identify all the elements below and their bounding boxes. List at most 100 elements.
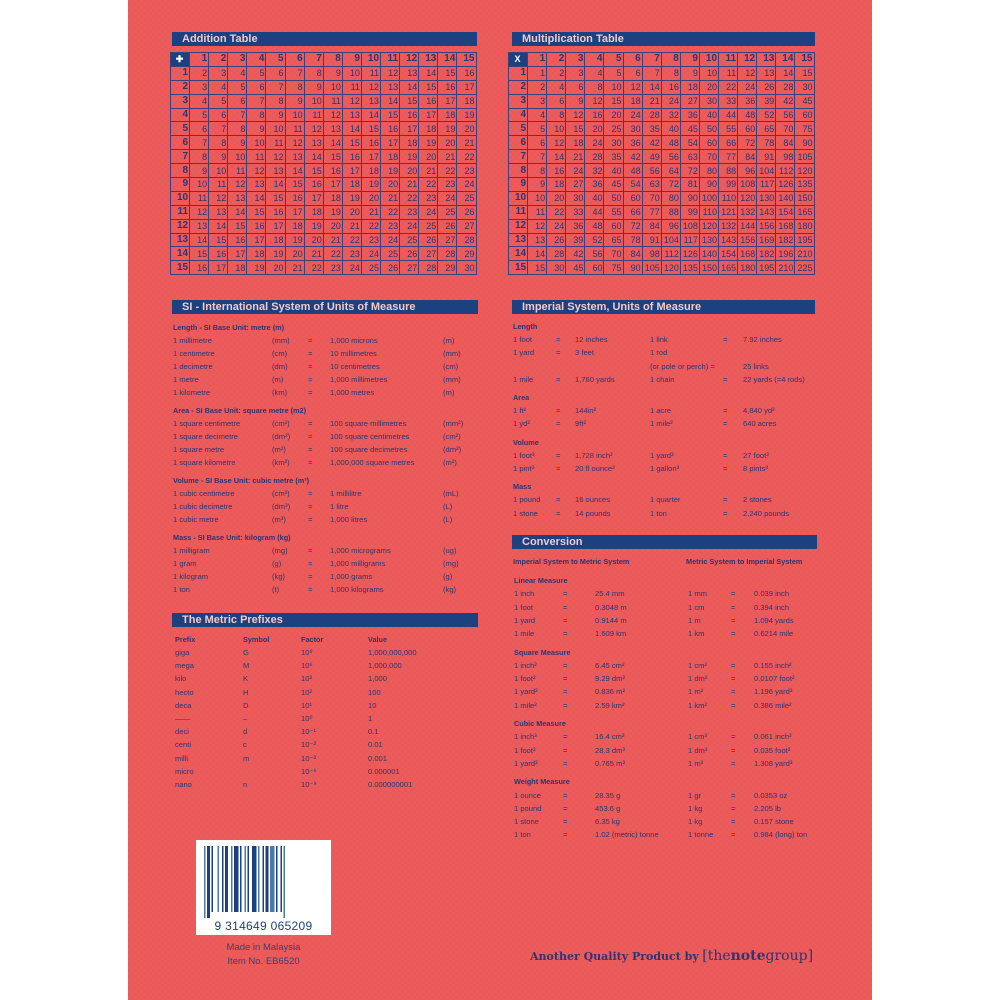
unit-cell: 1 mile² <box>650 419 673 429</box>
unit-cell: 1 cm² <box>688 660 707 670</box>
table-cell: 10 <box>265 121 286 137</box>
table-cell: 28 <box>584 149 605 165</box>
unit-cell: = <box>308 432 313 441</box>
row-header: 15 <box>507 260 529 276</box>
table-cell: 15 <box>303 163 324 179</box>
unit-cell: = <box>731 758 736 768</box>
table-cell: 18 <box>399 135 420 151</box>
table-cell: 39 <box>565 232 586 248</box>
unit-cell: 1,000 grams <box>330 572 373 581</box>
table-cell: 104 <box>756 163 777 179</box>
table-cell: 33 <box>565 204 586 220</box>
table-cell: 15 <box>246 204 267 220</box>
table-cell: 16 <box>303 177 324 192</box>
table-cell: 9 <box>322 65 343 81</box>
prefix-cell: n <box>243 780 248 789</box>
prefix-cell: 10⁹ <box>301 648 313 657</box>
prefix-cell: 0.000000001 <box>368 780 413 789</box>
row-header: 9 <box>507 177 529 192</box>
unit-cell: = <box>731 615 736 625</box>
unit-cell: 1 cubic decimetre <box>173 502 233 511</box>
table-cell: 195 <box>756 260 777 276</box>
table-cell: 150 <box>698 260 720 276</box>
unit-cell: = <box>308 502 313 511</box>
table-cell: 16 <box>189 260 210 276</box>
prefix-cell: 0.000001 <box>368 766 400 776</box>
table-cell: 20 <box>399 163 420 179</box>
table-cell: 23 <box>380 218 401 234</box>
table-cell: 36 <box>622 135 643 151</box>
table-cell: 156 <box>756 218 777 234</box>
unit-cell: (cm²) <box>272 419 290 428</box>
table-cell: 12 <box>527 218 548 234</box>
conversion-left-heading: Imperial System to Metric System <box>513 557 630 566</box>
table-row: 9 9 18 27 36 45 54 63 72 81 90 99 108 117 126 135 <box>507 177 815 192</box>
table-row: 15 15 30 45 60 75 90 105 120 135 150 165 180 195 210 22… <box>507 260 815 276</box>
table-cell: 21 <box>641 93 662 109</box>
table-cell: 48 <box>584 218 605 234</box>
unit-cell: 1 tonne <box>688 830 714 840</box>
table-row: 14 14 28 42 56 70 84 98 112 126 140 154 168 182 196 210 <box>507 246 815 262</box>
row-header: 13 <box>507 232 529 248</box>
unit-cell: 1 metre <box>173 375 199 384</box>
unit-cell: = <box>556 335 561 345</box>
unit-cell: = <box>556 406 561 416</box>
barcode-bar <box>244 846 246 912</box>
column-header: 13 <box>418 52 439 67</box>
table-cell: 22 <box>437 163 458 179</box>
unit-cell: 1 inch² <box>514 660 537 670</box>
table-cell: 91 <box>756 149 777 165</box>
table-cell: 110 <box>698 204 720 220</box>
unit-cell: = <box>731 629 736 639</box>
unit-cell: 0.0353 oz <box>754 790 788 800</box>
unit-cell: = <box>556 348 561 358</box>
table-cell: 25 <box>399 232 420 248</box>
unit-cell: 1 km <box>688 629 705 639</box>
table-cell: 10 <box>284 107 305 123</box>
unit-cell: 8 pints³ <box>743 464 768 473</box>
unit-cell: = <box>563 700 568 710</box>
unit-cell: (dm²) <box>272 432 291 441</box>
table-cell: 14 <box>189 232 210 248</box>
table-row: 13 14 15 16 17 18 19 20 21 22 23 24 25 26 27 28 <box>169 232 477 248</box>
group-heading: Mass <box>513 482 532 492</box>
table-cell: 4 <box>208 79 229 95</box>
table-cell: 55 <box>603 204 624 220</box>
table-cell: 25 <box>418 218 439 234</box>
prefix-cell: 10¹ <box>301 700 312 710</box>
table-cell: 84 <box>737 149 758 165</box>
barcode-bars-icon <box>204 846 285 918</box>
table-cell: 84 <box>622 246 643 262</box>
row-header: 15 <box>169 260 191 276</box>
barcode-number: 9 314649 065209 <box>214 919 313 933</box>
unit-cell: (mg) <box>443 559 459 568</box>
table-cell: 120 <box>660 260 681 276</box>
table-row: 1 1 2 3 4 5 6 7 8 9 10 11 12 13 14 15 <box>507 65 815 81</box>
column-header: 15 <box>794 52 815 67</box>
table-cell: 30 <box>565 190 586 206</box>
prefix-cell: deci <box>175 727 189 737</box>
table-cell: 78 <box>756 135 777 151</box>
table-cell: 20 <box>322 218 343 234</box>
table-cell: 17 <box>322 177 343 192</box>
unit-cell: 1,000 microns <box>330 336 378 345</box>
table-cell: 18 <box>418 121 439 137</box>
table-cell: 25 <box>603 121 624 137</box>
table-cell: 23 <box>322 260 343 276</box>
unit-cell: 1 yard³ <box>650 450 674 460</box>
prefix-cell: 0.1 <box>368 727 379 737</box>
table-cell: 5 <box>527 121 548 137</box>
table-cell: 9 <box>227 135 248 151</box>
unit-cell: 1 ton <box>650 508 667 518</box>
row-header: 6 <box>507 135 529 151</box>
table-cell: 16 <box>322 163 343 179</box>
table-cell: 7 <box>227 107 248 123</box>
table-cell: 182 <box>775 232 796 248</box>
unit-cell: 0.6214 mile <box>754 629 794 639</box>
table-cell: 143 <box>756 204 777 220</box>
table-row: 7 7 14 21 28 35 42 49 56 63 70 77 84 91 98 105 <box>507 149 815 165</box>
table-cell: 1 <box>527 65 548 81</box>
unit-cell: 1,000 millimetres <box>330 375 388 384</box>
table-cell: 14 <box>265 177 286 192</box>
unit-cell: 100 square centimetres <box>330 432 410 441</box>
